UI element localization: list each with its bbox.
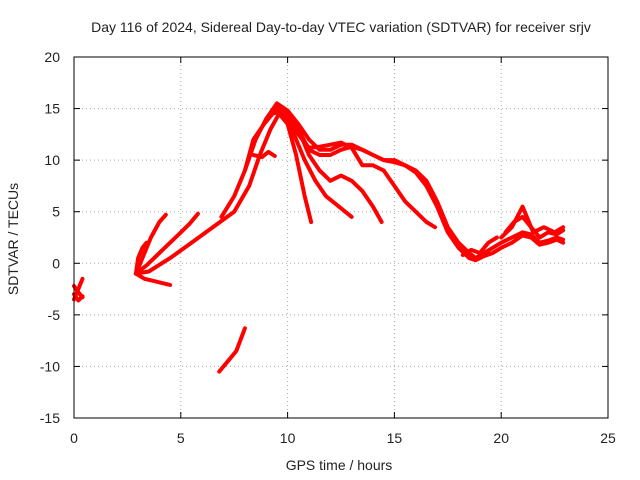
y-tick-label: 15 [44,101,60,117]
x-axis-label: GPS time / hours [286,457,393,473]
axis-ticks: 0 5 10 15 20 25 -15 -10 -5 0 5 10 15 20 [40,49,616,446]
y-tick-label: 5 [52,204,60,220]
series-line-track-4 [133,271,173,287]
series-line-track-6 [133,240,149,276]
plot-frame [73,56,609,419]
series-group [72,101,566,374]
x-tick-label: 5 [177,430,185,446]
y-axis-label: SDTVAR / TECUs [5,183,21,295]
y-tick-label: 0 [52,255,60,271]
series-line-track-16 [460,235,499,257]
y-tick-label: -5 [48,307,61,323]
x-tick-label: 20 [493,430,509,446]
y-tick-label: -15 [40,410,60,426]
y-tick-label: 20 [44,49,60,65]
x-tick-label: 0 [70,430,78,446]
series-line-track-9 [217,326,247,374]
series-line-track-18 [503,214,566,240]
series-line-track-14 [274,106,566,261]
series-line-track-8 [133,111,314,276]
series-line-track-15 [285,111,566,263]
series-line-track-5 [133,212,168,276]
series-line-track-7 [133,211,200,276]
series-line-track-12 [251,149,277,159]
series-line-track-3 [72,292,85,303]
x-tick-label: 10 [280,430,296,446]
y-tick-label: -10 [40,358,60,374]
x-tick-label: 15 [387,430,403,446]
y-tick-label: 10 [44,152,60,168]
x-tick-label: 25 [600,430,616,446]
chart-title: Day 116 of 2024, Sidereal Day-to-day VTE… [91,19,591,35]
